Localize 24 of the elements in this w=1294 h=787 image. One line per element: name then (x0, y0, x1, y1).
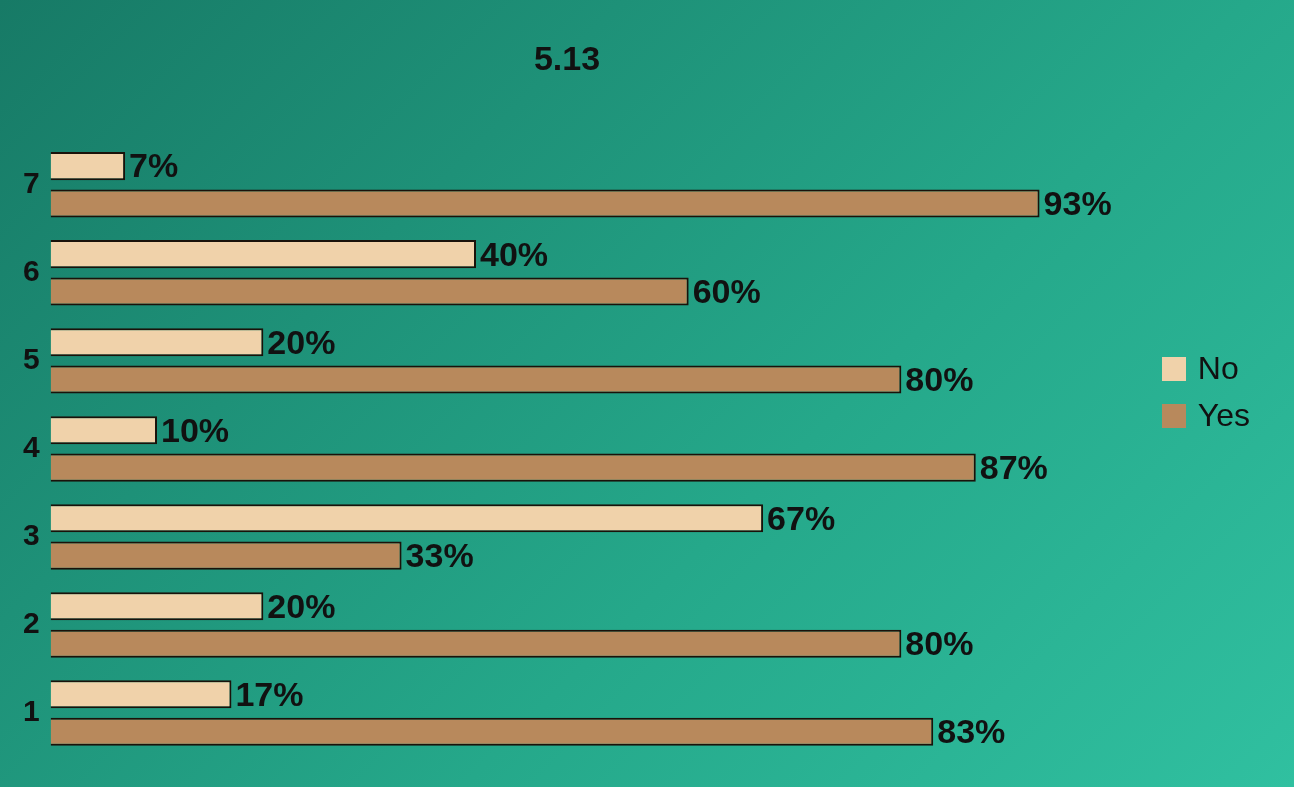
data-label: 60% (692, 271, 761, 310)
data-label: 87% (979, 447, 1048, 486)
legend-label: Yes (1197, 397, 1250, 434)
data-label: 83% (937, 712, 1006, 751)
y-tick-label: 5 (23, 342, 40, 376)
data-label: 80% (905, 624, 974, 663)
data-label: 20% (267, 322, 336, 361)
data-label: 67% (767, 498, 836, 537)
data-label: 40% (480, 234, 549, 273)
y-tick-label: 3 (23, 518, 40, 552)
data-label: 33% (405, 536, 474, 575)
data-label: 80% (905, 359, 974, 398)
chart-title: 5.13 (533, 38, 601, 77)
y-tick-label: 2 (23, 606, 40, 640)
y-tick-label: 1 (23, 694, 40, 728)
y-tick-label: 6 (23, 254, 40, 288)
y-tick-label: 4 (23, 430, 40, 464)
data-label: 17% (235, 674, 304, 713)
legend-label: No (1197, 350, 1239, 387)
data-label: 10% (161, 410, 230, 449)
data-label: 20% (267, 586, 336, 625)
y-tick-label: 7 (23, 166, 40, 200)
data-label: 93% (1043, 183, 1112, 222)
data-label: 7% (129, 146, 179, 185)
